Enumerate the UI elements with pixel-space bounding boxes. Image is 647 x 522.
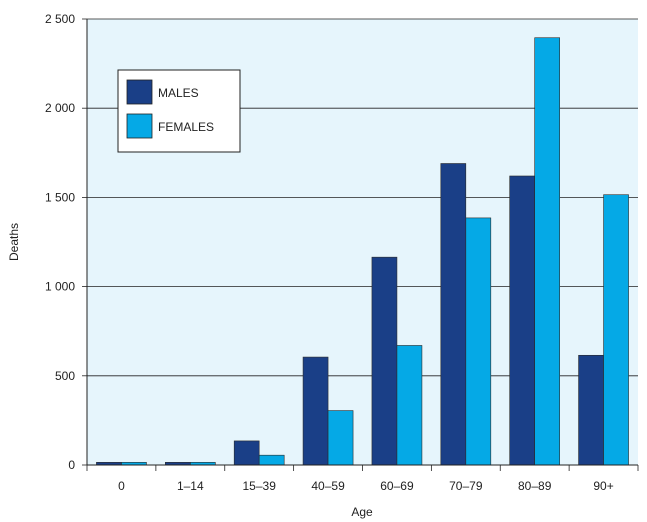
y-axis-title: Deaths bbox=[7, 223, 21, 261]
bar-females: FEMALES 40–59: 305 bbox=[327, 410, 354, 466]
x-tick-label: 70–79 bbox=[449, 479, 483, 493]
legend-label-males: MALES bbox=[158, 86, 199, 100]
y-tick-labels: 0 500 1 000 1 500 2 000 2 500 bbox=[45, 12, 87, 472]
legend: MALES FEMALES bbox=[117, 69, 241, 153]
y-tick-label: 2 500 bbox=[45, 12, 75, 26]
legend-swatch-males bbox=[126, 79, 153, 105]
x-tick-label: 15–39 bbox=[243, 479, 277, 493]
y-tick-label: 2 000 bbox=[45, 101, 75, 115]
bar-males: MALES 60–69: 1165 bbox=[371, 256, 398, 466]
y-tick-label: 500 bbox=[55, 369, 75, 383]
x-tick-label: 60–69 bbox=[380, 479, 414, 493]
x-axis-title: Age bbox=[351, 505, 373, 519]
legend-label-females: FEMALES bbox=[158, 120, 214, 134]
bar-females: FEMALES 60–69: 670 bbox=[396, 345, 423, 466]
x-tick-label: 40–59 bbox=[311, 479, 345, 493]
bar-males: MALES 80–89: 1620 bbox=[509, 175, 535, 466]
y-tick-label: 1 500 bbox=[45, 190, 75, 204]
x-tick-label: 0 bbox=[118, 479, 125, 493]
x-tick-label: 80–89 bbox=[518, 479, 552, 493]
legend-swatch-females bbox=[126, 113, 153, 139]
bar-males: MALES 70–79: 1690 bbox=[440, 163, 467, 466]
bar-females: FEMALES 90+: 1515 bbox=[603, 194, 629, 466]
y-tick-label: 0 bbox=[68, 458, 75, 472]
x-tick-labels: 0 1–14 15–39 40–59 60–69 70–79 80–89 90+ bbox=[86, 465, 639, 493]
bar-males: MALES 90+: 615 bbox=[578, 354, 604, 466]
bar-females: FEMALES 15–39: 55 bbox=[258, 454, 285, 466]
x-tick-label: 1–14 bbox=[177, 479, 204, 493]
bar-females: FEMALES 80–89: 2395 bbox=[534, 37, 560, 466]
bars: MALES 0: 15FEMALES 0: 15MALES 1–14: 15FE… bbox=[96, 37, 629, 466]
bar-females: FEMALES 70–79: 1385 bbox=[465, 217, 492, 466]
bar-males: MALES 40–59: 605 bbox=[302, 356, 329, 466]
bar-males: MALES 15–39: 135 bbox=[233, 440, 260, 466]
y-tick-label: 1 000 bbox=[45, 280, 75, 294]
x-tick-label: 90+ bbox=[593, 479, 613, 493]
